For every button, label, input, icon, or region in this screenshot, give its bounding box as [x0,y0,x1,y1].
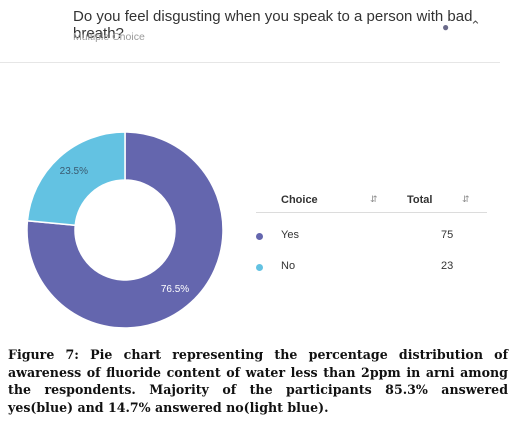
sort-icon[interactable]: ⇵ [370,194,378,204]
sort-icon[interactable]: ⇵ [462,194,470,204]
row-choice: No [281,260,296,272]
legend-dot-no [256,264,263,271]
slice-label-no: 23.5% [60,166,88,177]
table-row: No 23 [256,260,487,280]
row-total: 23 [441,260,454,272]
row-choice: Yes [281,229,299,241]
divider [0,62,500,63]
choice-header[interactable]: Choice [281,194,318,206]
question-type: Multiple Choice [73,31,145,43]
table-header: Choice ⇵ Total ⇵ [256,184,487,213]
total-header[interactable]: Total [407,194,433,206]
slice-no[interactable] [26,131,126,227]
donut-chart: 76.5% 23.5% [26,131,224,329]
figure-caption: Figure 7: Pie chart representing the per… [8,347,508,415]
chevron-up-icon[interactable]: ⌃ [470,18,481,33]
slice-label-yes: 76.5% [161,284,189,295]
question-mark-icon[interactable]: ● [442,20,450,34]
row-total: 75 [441,229,454,241]
question-title: Do you feel disgusting when you speak to… [73,8,473,42]
question-card: Do you feel disgusting when you speak to… [0,8,500,329]
legend-dot-yes [256,233,263,240]
table-row: Yes 75 [256,229,487,249]
slice-yes[interactable] [26,131,224,329]
